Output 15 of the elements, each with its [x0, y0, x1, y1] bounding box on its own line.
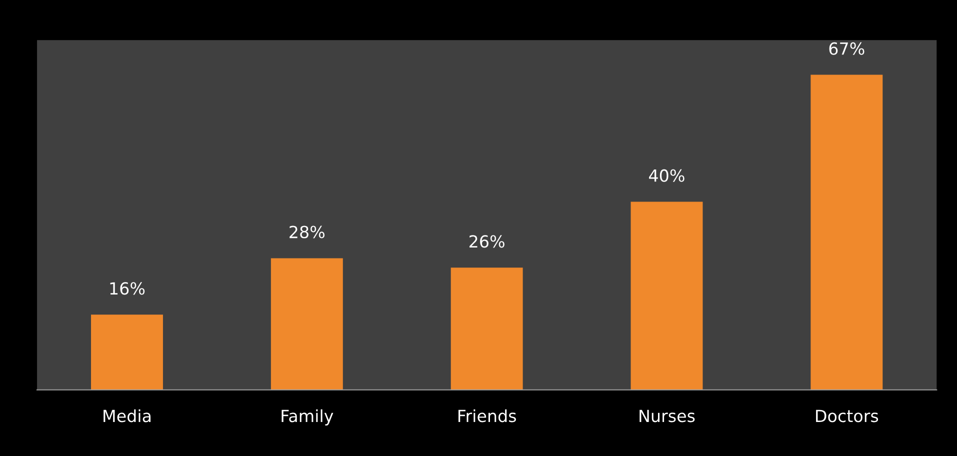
bar: [810, 74, 883, 390]
data-label: 67%: [829, 42, 864, 55]
data-label: 40%: [649, 169, 684, 182]
data-label: 26%: [470, 235, 504, 248]
x-tick-label: Nurses: [640, 410, 695, 422]
bar: [270, 258, 343, 390]
bar: [91, 314, 163, 390]
x-tick-label: Family: [282, 409, 334, 426]
x-tick-label: Friends: [458, 409, 516, 422]
bar: [630, 202, 703, 390]
x-tick-label: Media: [104, 409, 151, 422]
data-label: 28%: [290, 226, 325, 238]
bar: [450, 268, 523, 390]
x-tick-label: Doctors: [816, 410, 878, 422]
data-label: 16%: [110, 282, 145, 295]
